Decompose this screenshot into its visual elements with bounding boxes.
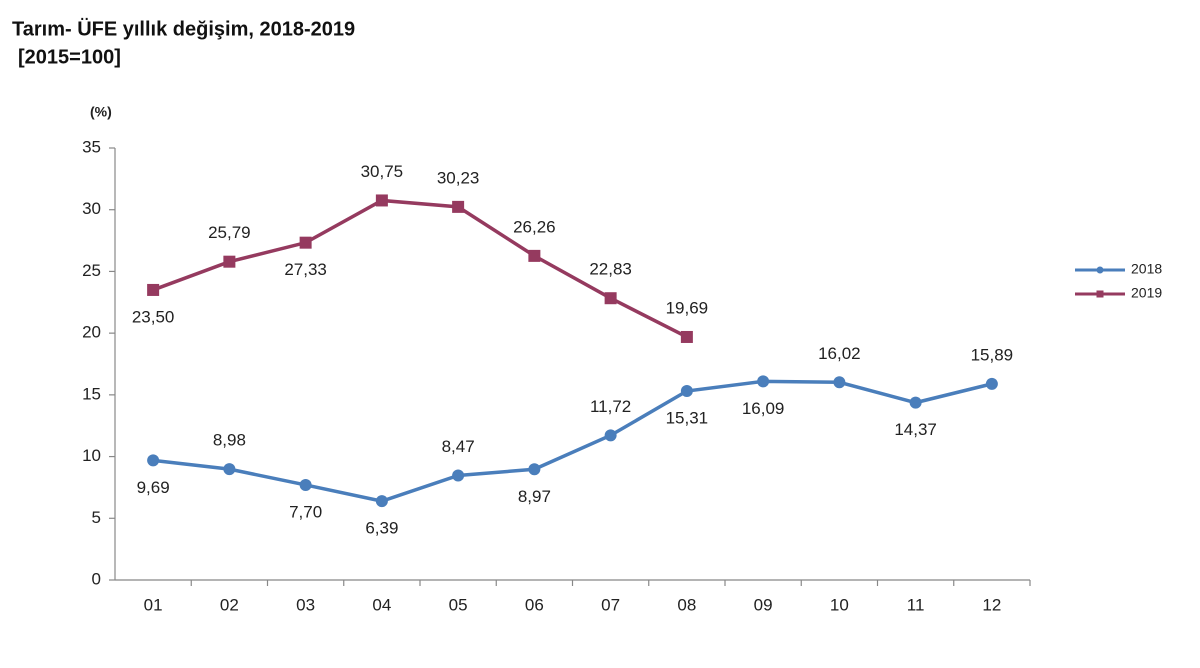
chart-title: Tarım- ÜFE yıllık değişim, 2018-2019: [12, 17, 355, 40]
marker: [452, 469, 465, 482]
marker: [604, 429, 617, 442]
y-tick-label: 5: [92, 508, 101, 527]
marker: [528, 463, 541, 476]
x-tick-label: 11: [907, 595, 925, 614]
marker: [452, 200, 465, 213]
data-label: 27,33: [284, 260, 327, 279]
marker: [147, 454, 160, 467]
marker: [375, 194, 388, 207]
y-tick-label: 30: [82, 199, 101, 218]
marker: [909, 396, 922, 409]
x-tick-label: 09: [754, 595, 773, 614]
chart-subtitle: [2015=100]: [18, 46, 121, 68]
data-label: 22,83: [589, 260, 632, 279]
data-label: 30,23: [437, 168, 480, 187]
y-axis-label: (%): [90, 104, 112, 120]
x-tick-label: 04: [372, 595, 391, 614]
data-label: 19,69: [666, 298, 709, 317]
legend-label: 2019: [1131, 285, 1162, 301]
data-label: 15,31: [666, 409, 709, 428]
x-tick-label: 10: [830, 595, 849, 614]
y-tick-label: 20: [82, 323, 101, 342]
data-label: 8,47: [442, 437, 475, 456]
x-tick-label: 06: [525, 595, 544, 614]
data-label: 16,02: [818, 344, 861, 363]
series-line: [152, 379, 993, 503]
marker: [985, 377, 998, 390]
marker: [680, 330, 693, 343]
series-line: [152, 198, 688, 339]
y-tick-label: 0: [92, 569, 101, 588]
data-label: 7,70: [289, 502, 322, 521]
x-tick-label: 01: [144, 595, 163, 614]
data-label: 26,26: [513, 217, 556, 236]
marker: [299, 478, 312, 491]
y-tick-label: 35: [82, 137, 101, 156]
x-tick-label: 02: [220, 595, 239, 614]
legend-marker: [1096, 266, 1104, 274]
marker: [375, 495, 388, 508]
marker: [223, 255, 236, 268]
marker: [223, 463, 236, 476]
marker: [833, 376, 846, 389]
marker: [528, 249, 541, 262]
legend-marker: [1096, 290, 1104, 298]
y-tick-label: 10: [82, 446, 101, 465]
x-tick-label: 05: [449, 595, 468, 614]
data-label: 11,72: [590, 397, 631, 416]
data-label: 25,79: [208, 223, 251, 242]
y-tick-label: 15: [82, 384, 101, 403]
data-label: 9,69: [137, 478, 170, 497]
x-tick-label: 07: [601, 595, 620, 614]
data-label: 23,50: [132, 307, 175, 326]
marker: [604, 292, 617, 305]
marker: [147, 283, 160, 296]
x-tick-label: 08: [677, 595, 696, 614]
y-tick-label: 25: [82, 261, 101, 280]
x-tick-label: 03: [296, 595, 315, 614]
data-label: 15,89: [971, 345, 1014, 364]
data-label: 6,39: [365, 519, 398, 538]
marker: [757, 375, 770, 388]
data-label: 16,09: [742, 399, 785, 418]
marker: [299, 236, 312, 249]
data-label: 8,98: [213, 431, 246, 450]
legend-label: 2018: [1131, 261, 1162, 277]
data-label: 8,97: [518, 487, 551, 506]
data-label: 30,75: [361, 162, 404, 181]
data-label: 14,37: [894, 420, 937, 439]
x-tick-label: 12: [982, 595, 1001, 614]
marker: [680, 385, 693, 398]
